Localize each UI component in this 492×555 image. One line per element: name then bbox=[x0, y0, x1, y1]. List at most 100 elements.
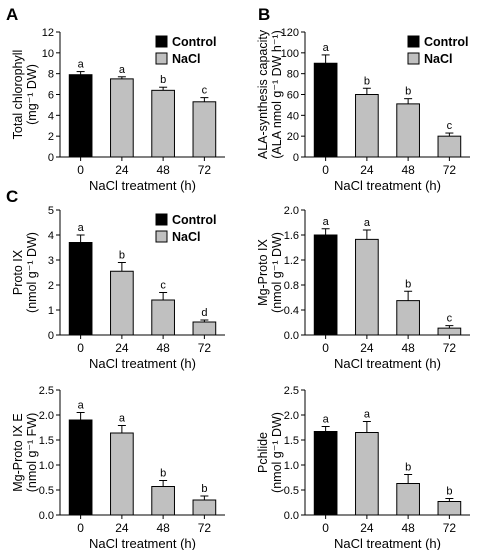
y-tick-label: 4 bbox=[48, 230, 54, 242]
bar bbox=[313, 234, 338, 336]
x-axis-label: NaCl treatment (h) bbox=[89, 178, 196, 193]
x-tick-label: 0 bbox=[77, 163, 84, 177]
x-axis-label: NaCl treatment (h) bbox=[89, 356, 196, 371]
y-tick-label: 2.0 bbox=[284, 410, 299, 422]
x-tick-label: 24 bbox=[360, 521, 374, 535]
y-axis-label-units: (ALA nmol g⁻¹ DW h⁻¹) bbox=[270, 30, 284, 159]
x-tick-label: 24 bbox=[115, 521, 129, 535]
significance-letter: c bbox=[160, 280, 166, 292]
significance-letter: a bbox=[364, 217, 371, 229]
y-tick-label: 40 bbox=[287, 110, 299, 122]
bar bbox=[355, 238, 379, 336]
x-tick-label: 72 bbox=[443, 163, 457, 177]
panel-letter: A bbox=[6, 5, 18, 24]
significance-letter: b bbox=[160, 74, 166, 86]
significance-letter: b bbox=[405, 278, 411, 290]
y-tick-label: 0.0 bbox=[284, 510, 299, 522]
bar bbox=[151, 299, 175, 336]
x-tick-label: 48 bbox=[401, 163, 415, 177]
legend-swatch-control bbox=[155, 35, 168, 48]
bar bbox=[192, 499, 217, 516]
significance-letter: b bbox=[201, 483, 207, 495]
x-tick-label: 24 bbox=[115, 341, 129, 355]
significance-letter: c bbox=[447, 313, 453, 325]
significance-letter: a bbox=[323, 414, 330, 426]
x-tick-label: 24 bbox=[360, 341, 374, 355]
bar bbox=[110, 432, 134, 516]
legend: Control NaCl bbox=[155, 35, 216, 66]
significance-letter: b bbox=[160, 468, 166, 480]
bar bbox=[192, 101, 217, 158]
y-tick-label: 20 bbox=[287, 131, 299, 143]
legend: Control NaCl bbox=[407, 35, 468, 66]
y-axis-label-units: (nmol g⁻¹ DW) bbox=[270, 412, 284, 493]
x-tick-label: 0 bbox=[322, 163, 329, 177]
legend-swatch-control bbox=[407, 35, 420, 48]
bar bbox=[313, 431, 338, 516]
bar bbox=[396, 103, 420, 158]
y-tick-label: 80 bbox=[287, 69, 299, 81]
legend-swatch-nacl bbox=[155, 230, 168, 243]
y-tick-label: 2 bbox=[48, 131, 54, 143]
x-tick-label: 72 bbox=[198, 163, 212, 177]
significance-letter: a bbox=[364, 409, 371, 421]
y-tick-label: 1.6 bbox=[284, 230, 299, 242]
x-tick-label: 48 bbox=[156, 163, 170, 177]
legend-label-control: Control bbox=[424, 35, 468, 49]
y-axis-label-units: (nmol g⁻¹ FW) bbox=[25, 413, 39, 493]
y-tick-label: 0.4 bbox=[284, 305, 299, 317]
legend-swatch-nacl bbox=[407, 52, 420, 65]
y-axis-label-units: (mg⁻¹ DW) bbox=[25, 64, 39, 125]
legend-swatch-nacl bbox=[155, 52, 168, 65]
x-tick-label: 72 bbox=[443, 341, 457, 355]
x-axis-label: NaCl treatment (h) bbox=[334, 536, 441, 550]
bar bbox=[110, 270, 134, 336]
significance-letter: d bbox=[201, 307, 207, 319]
x-tick-label: 72 bbox=[198, 521, 212, 535]
x-axis-label: NaCl treatment (h) bbox=[89, 536, 196, 550]
y-tick-label: 0.0 bbox=[39, 510, 54, 522]
x-tick-label: 72 bbox=[198, 341, 212, 355]
legend-label-nacl: NaCl bbox=[172, 230, 200, 244]
significance-letter: a bbox=[78, 59, 85, 71]
significance-letter: b bbox=[446, 486, 452, 498]
legend: Control NaCl bbox=[155, 213, 216, 244]
y-tick-label: 5 bbox=[48, 205, 54, 217]
y-axis-label: Total chlorophyll bbox=[11, 50, 25, 140]
bar bbox=[68, 242, 93, 336]
bar bbox=[313, 62, 338, 158]
bar bbox=[192, 321, 217, 336]
bar bbox=[396, 300, 420, 336]
bar bbox=[355, 432, 379, 516]
y-tick-label: 6 bbox=[48, 90, 54, 102]
y-tick-label: 1.2 bbox=[284, 255, 299, 267]
legend-label-nacl: NaCl bbox=[424, 52, 452, 66]
x-axis-label: NaCl treatment (h) bbox=[334, 356, 441, 371]
x-tick-label: 24 bbox=[360, 163, 374, 177]
y-tick-label: 10 bbox=[42, 48, 54, 60]
bar bbox=[437, 327, 462, 336]
y-tick-label: 2.5 bbox=[284, 385, 299, 397]
significance-letter: b bbox=[405, 86, 411, 98]
y-axis-label-units: (nmol g⁻¹ DW) bbox=[25, 232, 39, 313]
bar bbox=[68, 419, 93, 516]
panel-letter: C bbox=[6, 187, 18, 206]
bar bbox=[110, 78, 134, 158]
panel-letter: B bbox=[258, 5, 270, 24]
y-axis-label: Mg-Proto IX bbox=[256, 238, 270, 305]
y-axis-label: Mg-Proto IX E bbox=[11, 413, 25, 492]
y-tick-label: 1.0 bbox=[284, 460, 299, 472]
x-tick-label: 48 bbox=[401, 521, 415, 535]
significance-letter: b bbox=[405, 462, 411, 474]
significance-letter: b bbox=[364, 75, 370, 87]
y-tick-label: 12 bbox=[42, 27, 54, 39]
legend-swatch-control bbox=[155, 213, 168, 226]
y-tick-label: 0 bbox=[48, 152, 54, 164]
x-tick-label: 0 bbox=[77, 521, 84, 535]
